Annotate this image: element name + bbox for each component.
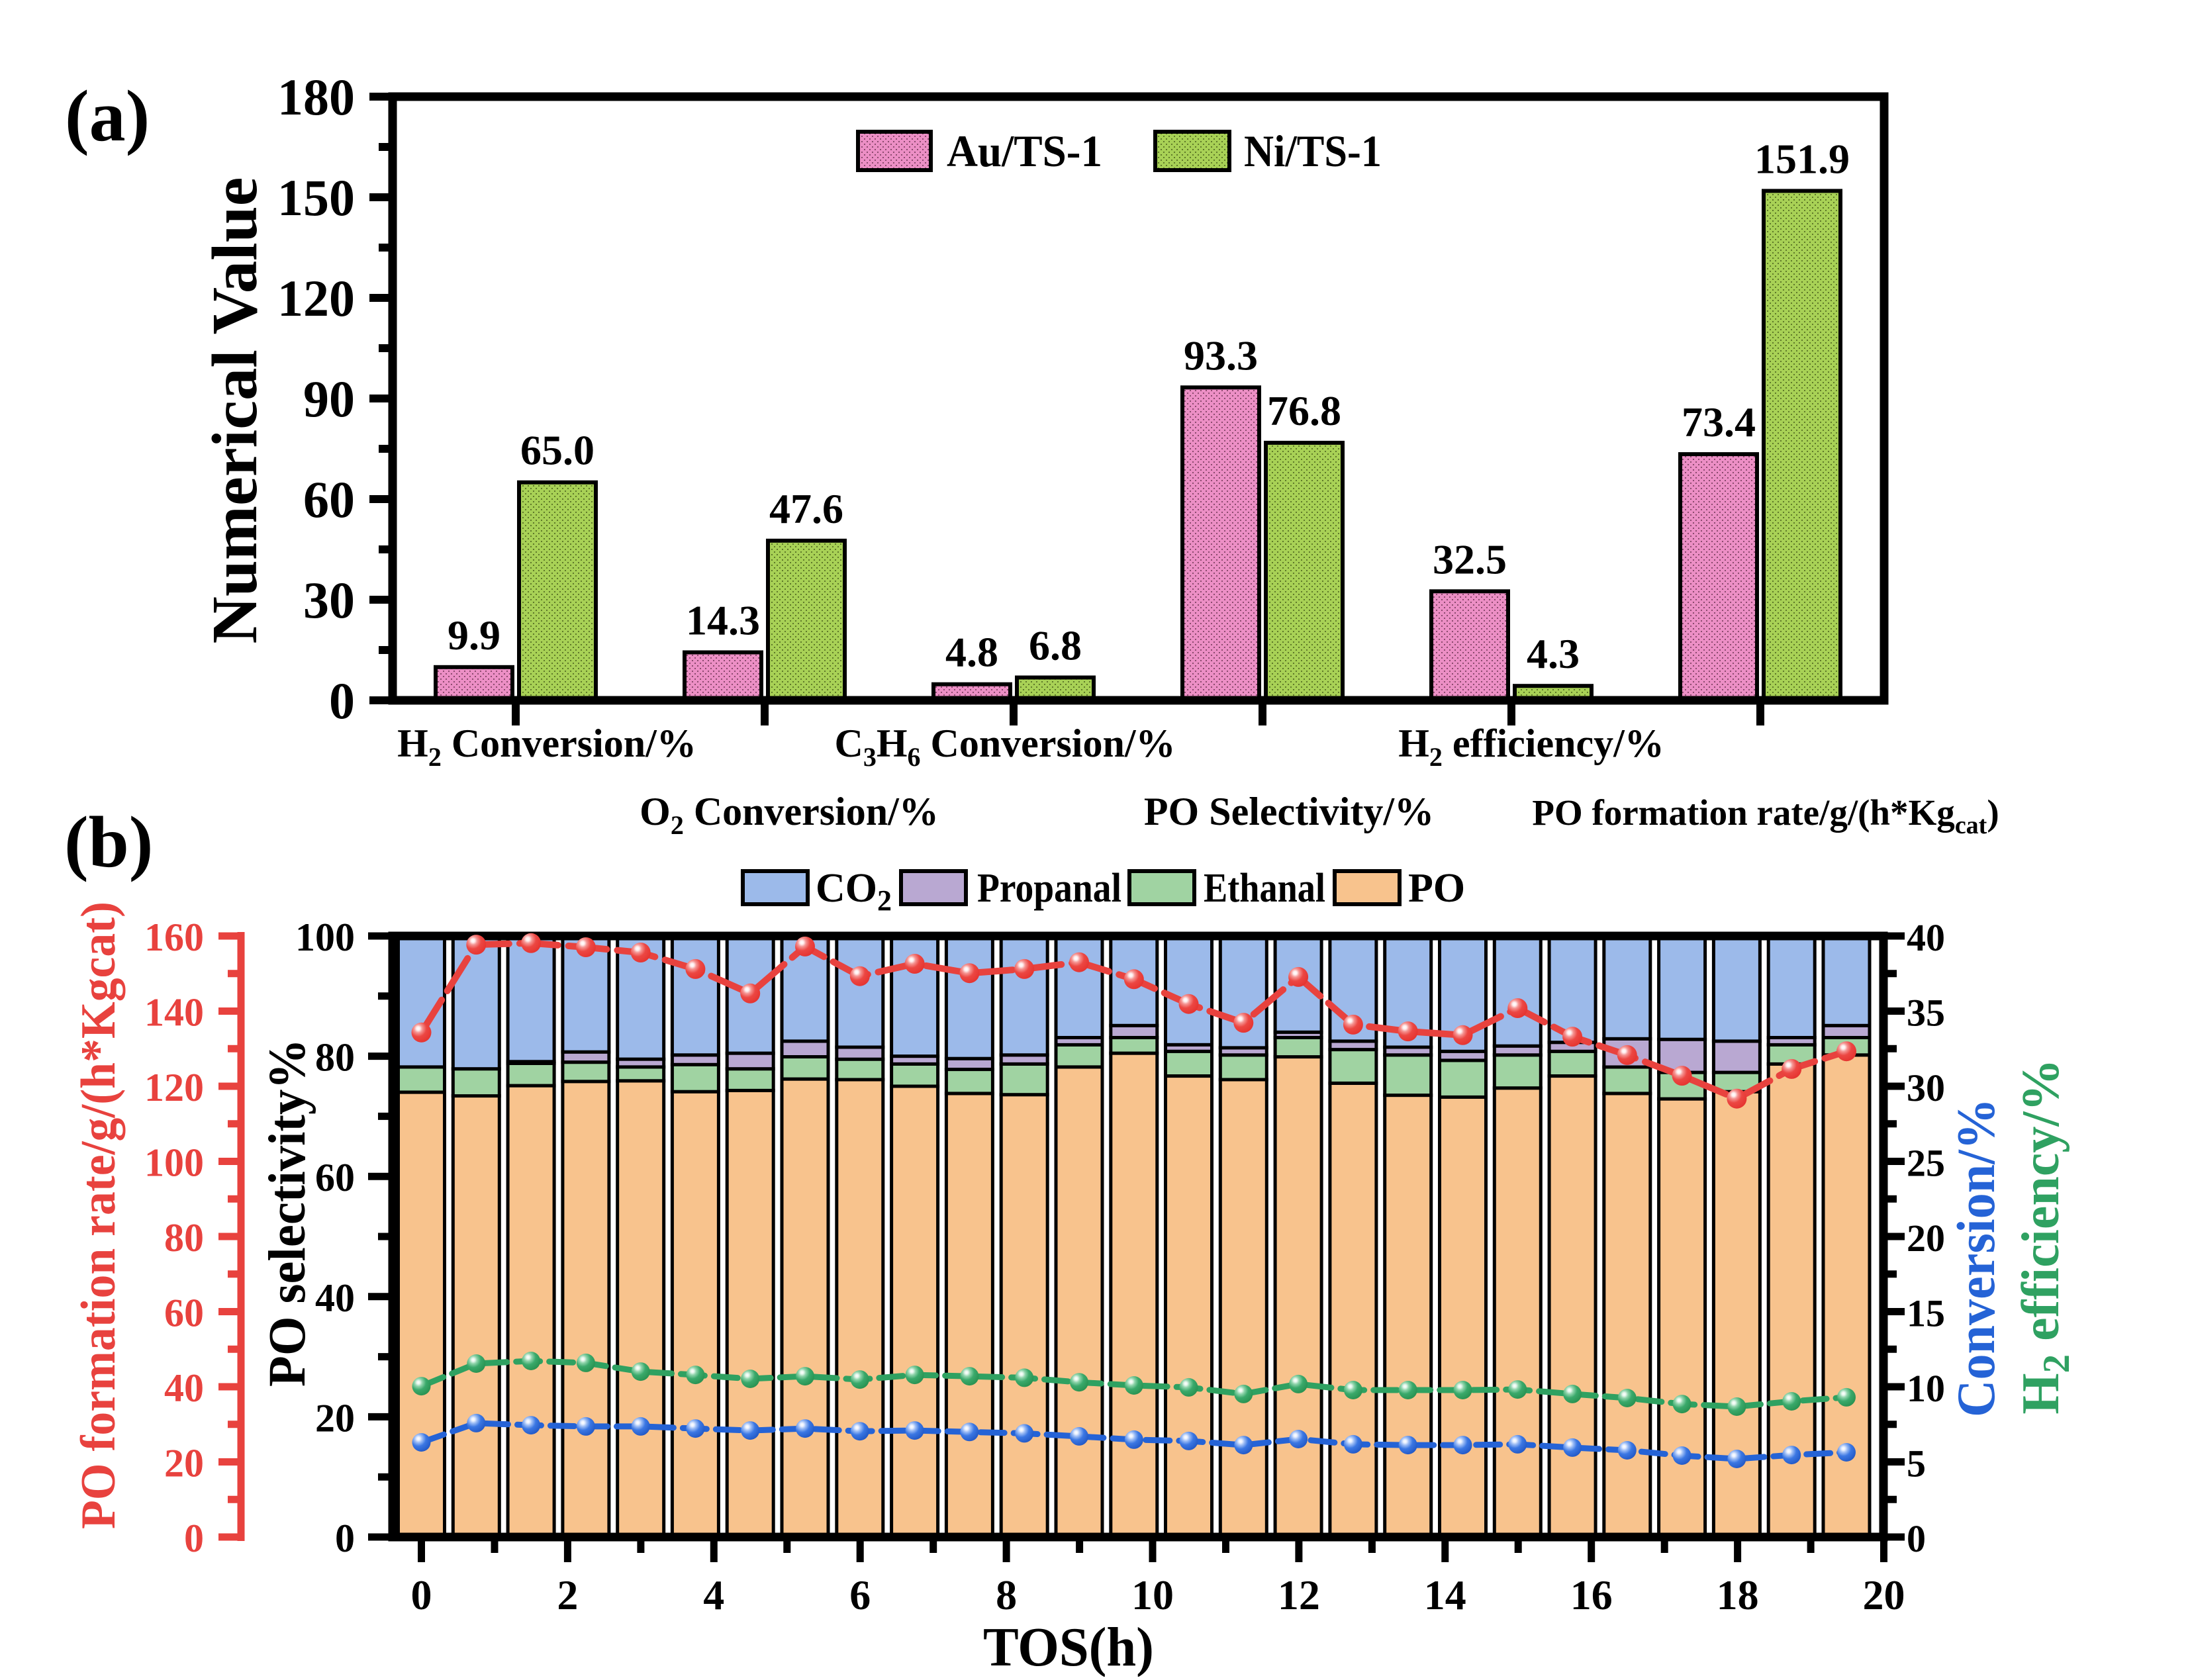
svg-text:8: 8 bbox=[996, 1571, 1017, 1618]
svg-text:32.5: 32.5 bbox=[1433, 536, 1507, 583]
svg-text:(b): (b) bbox=[64, 802, 153, 882]
svg-text:PO: PO bbox=[1408, 866, 1465, 911]
svg-text:Au/TS-1: Au/TS-1 bbox=[947, 126, 1102, 176]
svg-text:4.3: 4.3 bbox=[1527, 630, 1580, 677]
svg-text:0: 0 bbox=[1907, 1517, 1926, 1560]
svg-text:150: 150 bbox=[277, 169, 355, 226]
svg-text:47.6: 47.6 bbox=[769, 485, 843, 532]
svg-text:0: 0 bbox=[335, 1517, 355, 1560]
svg-text:6: 6 bbox=[849, 1571, 871, 1618]
svg-text:PO formation rate/g/(h*Kgcat): PO formation rate/g/(h*Kgcat) bbox=[1532, 792, 1999, 839]
svg-text:0: 0 bbox=[329, 672, 355, 729]
svg-text:10: 10 bbox=[1907, 1367, 1945, 1410]
svg-text:9.9: 9.9 bbox=[448, 612, 500, 659]
svg-text:120: 120 bbox=[277, 269, 355, 327]
svg-text:Propanal: Propanal bbox=[977, 866, 1121, 911]
svg-text:C3H6 Conversion/%: C3H6 Conversion/% bbox=[834, 722, 1175, 772]
svg-text:76.8: 76.8 bbox=[1267, 387, 1341, 434]
svg-text:14.3: 14.3 bbox=[686, 597, 760, 644]
svg-text:60: 60 bbox=[315, 1156, 355, 1199]
svg-text:20: 20 bbox=[1863, 1571, 1905, 1618]
svg-text:2: 2 bbox=[557, 1571, 578, 1618]
svg-text:120: 120 bbox=[144, 1066, 204, 1109]
svg-text:20: 20 bbox=[315, 1396, 355, 1440]
svg-text:H2 efficiency/%: H2 efficiency/% bbox=[1398, 722, 1664, 772]
svg-text:H2 Conversion/%: H2 Conversion/% bbox=[397, 722, 696, 772]
svg-text:93.3: 93.3 bbox=[1184, 332, 1258, 379]
svg-text:Conversion/%: Conversion/% bbox=[1946, 1098, 2006, 1417]
svg-text:60: 60 bbox=[164, 1291, 204, 1335]
svg-text:80: 80 bbox=[164, 1216, 204, 1260]
svg-text:PO formation rate/g/(h*Kgcat): PO formation rate/g/(h*Kgcat) bbox=[71, 902, 126, 1529]
svg-text:140: 140 bbox=[144, 991, 204, 1035]
svg-text:80: 80 bbox=[315, 1036, 355, 1080]
svg-text:35: 35 bbox=[1907, 992, 1945, 1035]
svg-text:Ni/TS-1: Ni/TS-1 bbox=[1244, 126, 1382, 176]
svg-text:(a): (a) bbox=[65, 75, 150, 156]
svg-text:60: 60 bbox=[303, 471, 355, 528]
svg-text:18: 18 bbox=[1717, 1571, 1759, 1618]
svg-text:PO Selectivity/%: PO Selectivity/% bbox=[1144, 790, 1434, 833]
svg-text:6.8: 6.8 bbox=[1029, 622, 1082, 669]
svg-text:PO selectivity%: PO selectivity% bbox=[259, 1039, 316, 1387]
svg-text:12: 12 bbox=[1278, 1571, 1320, 1618]
svg-text:40: 40 bbox=[164, 1366, 204, 1410]
svg-text:30: 30 bbox=[303, 571, 355, 629]
svg-text:151.9: 151.9 bbox=[1754, 135, 1850, 182]
svg-text:10: 10 bbox=[1131, 1571, 1174, 1618]
svg-text:65.0: 65.0 bbox=[520, 427, 595, 474]
svg-text:4.8: 4.8 bbox=[945, 629, 998, 676]
svg-text:180: 180 bbox=[277, 68, 355, 126]
svg-text:73.4: 73.4 bbox=[1682, 398, 1756, 445]
svg-text:16: 16 bbox=[1570, 1571, 1613, 1618]
svg-text:40: 40 bbox=[1907, 916, 1945, 959]
svg-text:160: 160 bbox=[144, 915, 204, 959]
svg-text:Ethanal: Ethanal bbox=[1204, 866, 1325, 911]
svg-text:O2 Conversion/%: O2 Conversion/% bbox=[640, 790, 939, 840]
svg-text:100: 100 bbox=[295, 915, 355, 959]
svg-text:14: 14 bbox=[1424, 1571, 1466, 1618]
svg-text:40: 40 bbox=[315, 1276, 355, 1320]
svg-text:0: 0 bbox=[184, 1517, 204, 1560]
svg-text:30: 30 bbox=[1907, 1066, 1945, 1109]
svg-text:20: 20 bbox=[1907, 1217, 1945, 1260]
svg-text:20: 20 bbox=[164, 1442, 204, 1485]
svg-text:15: 15 bbox=[1907, 1292, 1945, 1335]
svg-text:TOS(h): TOS(h) bbox=[983, 1616, 1154, 1677]
svg-text:5: 5 bbox=[1907, 1442, 1926, 1485]
svg-text:90: 90 bbox=[303, 370, 355, 428]
svg-text:Numerical Value: Numerical Value bbox=[199, 177, 271, 644]
svg-text:25: 25 bbox=[1907, 1142, 1945, 1185]
svg-text:0: 0 bbox=[411, 1571, 432, 1618]
svg-text:4: 4 bbox=[703, 1571, 724, 1618]
svg-text:100: 100 bbox=[144, 1141, 204, 1185]
